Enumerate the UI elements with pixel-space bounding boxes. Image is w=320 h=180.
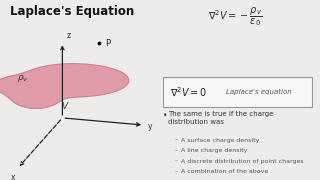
Text: –: – (174, 148, 178, 153)
FancyBboxPatch shape (163, 77, 312, 107)
Text: Laplace's Equation: Laplace's Equation (10, 5, 134, 18)
Text: y: y (148, 122, 153, 131)
Text: $\nabla^2 V = 0$: $\nabla^2 V = 0$ (170, 86, 207, 99)
Text: –: – (174, 169, 178, 174)
Text: A line charge density: A line charge density (181, 148, 247, 153)
Text: Laplace's equation: Laplace's equation (226, 89, 291, 95)
Text: $V$: $V$ (61, 100, 70, 111)
Text: z: z (66, 31, 70, 40)
Text: P: P (105, 39, 110, 48)
Text: x: x (11, 173, 15, 180)
Text: The same is true if the charge
distribution was: The same is true if the charge distribut… (168, 111, 273, 125)
Polygon shape (0, 64, 129, 109)
Text: A discrete distribution of point charges: A discrete distribution of point charges (181, 159, 303, 164)
Text: $\rho_v$: $\rho_v$ (17, 73, 28, 84)
Text: $\nabla^2 V = -\dfrac{\rho_v}{\epsilon_0}$: $\nabla^2 V = -\dfrac{\rho_v}{\epsilon_0… (208, 5, 262, 28)
Text: •: • (163, 111, 168, 120)
Text: A surface charge density: A surface charge density (181, 138, 259, 143)
Text: –: – (174, 138, 178, 143)
Text: A combination of the above: A combination of the above (181, 169, 268, 174)
Text: –: – (174, 159, 178, 164)
